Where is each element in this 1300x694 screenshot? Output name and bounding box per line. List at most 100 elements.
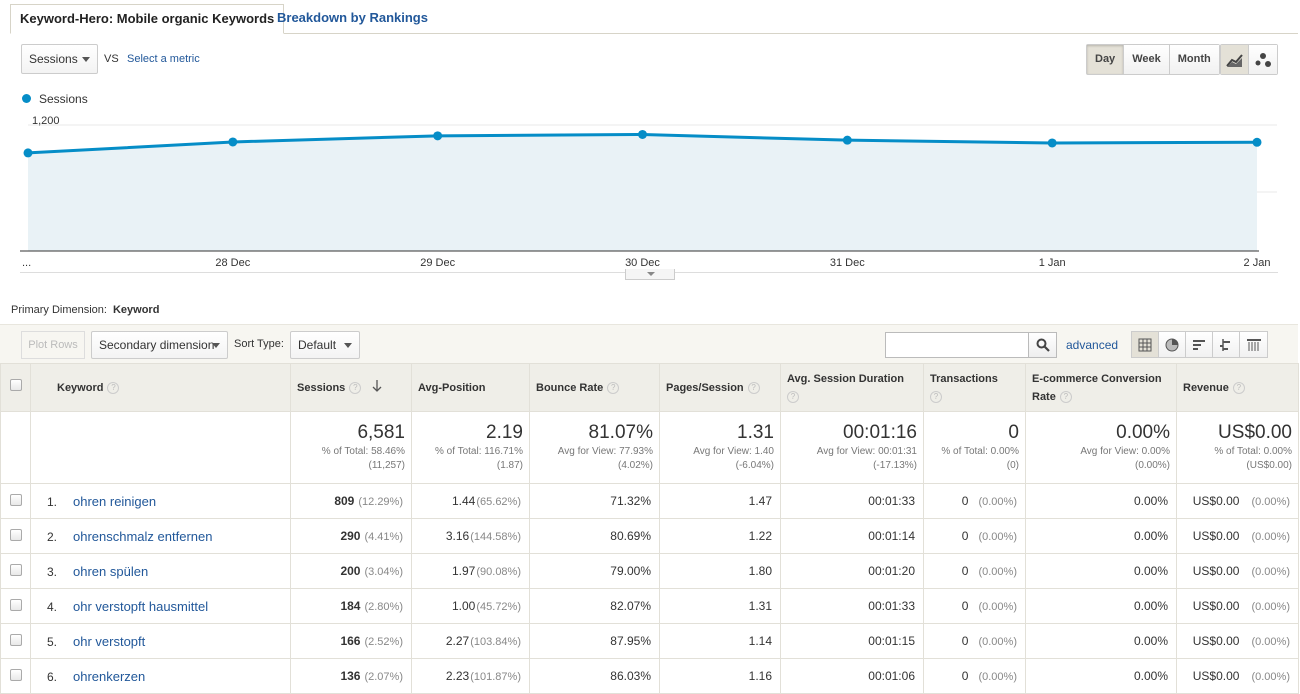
help-icon[interactable]: ? — [607, 381, 620, 394]
keyword-cell: 4. ohr verstopft hausmittel — [30, 588, 291, 624]
x-tick-label: ... — [22, 257, 31, 269]
header-avg-position-label: Avg-Position — [418, 381, 486, 394]
conversion-rate-cell: 0.00% — [1025, 553, 1177, 589]
metric-select[interactable]: Sessions — [21, 44, 98, 74]
table-row: 1. ohren reinigen 809 (12.29%) 1.44(65.62%) 7… — [0, 483, 1299, 519]
header-pages-session[interactable]: Pages/Session? — [659, 363, 781, 412]
header-avg-position[interactable]: Avg-Position — [411, 363, 530, 412]
row-checkbox[interactable] — [9, 563, 22, 576]
row-checkbox[interactable] — [9, 633, 22, 646]
conversion-rate-cell: 0.00% — [1025, 588, 1177, 624]
x-tick-label: 2 Jan — [1244, 257, 1271, 269]
plot-rows-button[interactable]: Plot Rows — [21, 331, 85, 359]
total-sessions: 6,581 % of Total: 58.46% (11,257) — [290, 411, 412, 484]
duration-cell: 00:01:15 — [780, 623, 924, 659]
header-avg-session-duration-label: Avg. Session Duration — [787, 373, 904, 385]
keyword-link[interactable]: ohr verstopft — [73, 633, 146, 649]
row-checkbox[interactable] — [9, 493, 22, 506]
header-keyword[interactable]: Keyword? — [30, 363, 291, 412]
keyword-link[interactable]: ohren spülen — [73, 563, 149, 579]
collapse-chart-handle[interactable] — [625, 269, 675, 280]
primary-dimension-keyword[interactable]: Keyword — [112, 304, 160, 316]
x-tick-label: 28 Dec — [215, 257, 250, 269]
performance-view-icon[interactable] — [1186, 332, 1213, 357]
conversion-rate-cell: 0.00% — [1025, 623, 1177, 659]
total-value: 00:01:16 — [843, 422, 917, 443]
avg-position-cell: 1.44(65.62%) — [411, 483, 530, 519]
avg-position-value: 1.00 — [452, 599, 476, 613]
help-icon[interactable]: ? — [747, 381, 760, 394]
transactions-value: 0 — [961, 529, 969, 543]
sort-type-select[interactable]: Default — [290, 331, 360, 359]
transactions-cell: 0 (0.00%) — [923, 623, 1026, 659]
row-index: 2. — [47, 529, 58, 544]
sessions-cell: 290 (4.41%) — [290, 518, 412, 554]
total-line1: Avg for View: 00:01:31 — [816, 446, 917, 457]
pages-session-cell: 1.47 — [659, 483, 781, 519]
row-checkbox[interactable] — [9, 668, 22, 681]
table-view-icon[interactable] — [1132, 332, 1159, 357]
header-sessions[interactable]: Sessions? — [290, 363, 412, 412]
table-row: 6. ohrenkerzen 136 (2.07%) 2.23(101.87%) 86.0… — [0, 658, 1299, 694]
help-icon[interactable]: ? — [107, 381, 120, 394]
comparison-view-icon[interactable] — [1213, 332, 1240, 357]
bounce-rate-cell: 80.69% — [529, 518, 660, 554]
revenue-value: US$0.00 — [1192, 529, 1240, 543]
row-checkbox[interactable] — [9, 528, 22, 541]
keyword-link[interactable]: ohrenschmalz entfernen — [73, 528, 213, 544]
search-icon[interactable] — [1028, 332, 1057, 358]
header-revenue[interactable]: Revenue? — [1176, 363, 1299, 412]
row-check-cell — [0, 658, 31, 694]
transactions-percent: (0.00%) — [978, 566, 1017, 578]
row-checkbox[interactable] — [9, 598, 22, 611]
keyword-link[interactable]: ohr verstopft hausmittel — [73, 598, 209, 614]
keyword-link[interactable]: ohren reinigen — [73, 493, 157, 509]
transactions-value: 0 — [961, 494, 969, 508]
keyword-cell: 6. ohrenkerzen — [30, 658, 291, 694]
total-conversion-rate: 0.00% Avg for View: 0.00% (0.00%) — [1025, 411, 1177, 484]
advanced-filter-link[interactable]: advanced — [1066, 338, 1119, 352]
transactions-cell: 0 (0.00%) — [923, 553, 1026, 589]
motion-chart-icon[interactable] — [1249, 45, 1277, 74]
revenue-value: US$0.00 — [1192, 494, 1240, 508]
select-metric-link[interactable]: Select a metric — [127, 53, 200, 65]
header-ecommerce-conversion-rate[interactable]: E-commerce Conversion Rate? — [1025, 363, 1177, 412]
transactions-value: 0 — [961, 599, 969, 613]
header-avg-session-duration[interactable]: Avg. Session Duration? — [780, 363, 924, 412]
total-line1: % of Total: 0.00% — [1214, 446, 1292, 457]
revenue-cell: US$0.00 (0.00%) — [1176, 518, 1299, 554]
table-search-input[interactable] — [885, 332, 1029, 358]
line-chart-icon[interactable] — [1221, 45, 1249, 74]
bounce-rate-cell: 82.07% — [529, 588, 660, 624]
metric-select-label: Sessions — [29, 52, 78, 66]
keyword-link[interactable]: ohrenkerzen — [73, 668, 146, 684]
tab-mobile-organic-keywords[interactable]: Keyword-Hero: Mobile organic Keywords — [10, 4, 285, 34]
total-avg-session-duration: 00:01:16 Avg for View: 00:01:31 (-17.13%) — [780, 411, 924, 484]
transactions-cell: 0 (0.00%) — [923, 518, 1026, 554]
month-button[interactable]: Month — [1169, 45, 1219, 74]
avg-position-value: 1.97 — [452, 564, 476, 578]
secondary-dimension-select[interactable]: Secondary dimension — [91, 331, 228, 359]
help-icon[interactable]: ? — [787, 391, 799, 403]
bounce-rate-cell: 71.32% — [529, 483, 660, 519]
header-bounce-rate[interactable]: Bounce Rate? — [529, 363, 660, 412]
total-value: 0.00% — [1116, 422, 1170, 443]
pages-session-cell: 1.22 — [659, 518, 781, 554]
week-button[interactable]: Week — [1124, 45, 1170, 74]
help-icon[interactable]: ? — [1232, 381, 1245, 394]
pages-session-cell: 1.31 — [659, 588, 781, 624]
select-all-checkbox[interactable] — [9, 378, 22, 391]
transactions-percent: (0.00%) — [978, 636, 1017, 648]
row-check-cell — [0, 553, 31, 589]
header-transactions[interactable]: Transactions? — [923, 363, 1026, 412]
help-icon[interactable]: ? — [1059, 391, 1072, 403]
total-line2: (11,257) — [368, 460, 405, 471]
tab-breakdown-by-rankings[interactable]: Breakdown by Rankings — [277, 10, 428, 25]
help-icon[interactable]: ? — [930, 391, 942, 403]
pivot-view-icon[interactable] — [1240, 332, 1267, 357]
help-icon[interactable]: ? — [349, 381, 362, 394]
pie-view-icon[interactable] — [1159, 332, 1186, 357]
row-check-cell — [0, 518, 31, 554]
day-button[interactable]: Day — [1087, 45, 1125, 74]
total-revenue: US$0.00 % of Total: 0.00% (US$0.00) — [1176, 411, 1299, 484]
